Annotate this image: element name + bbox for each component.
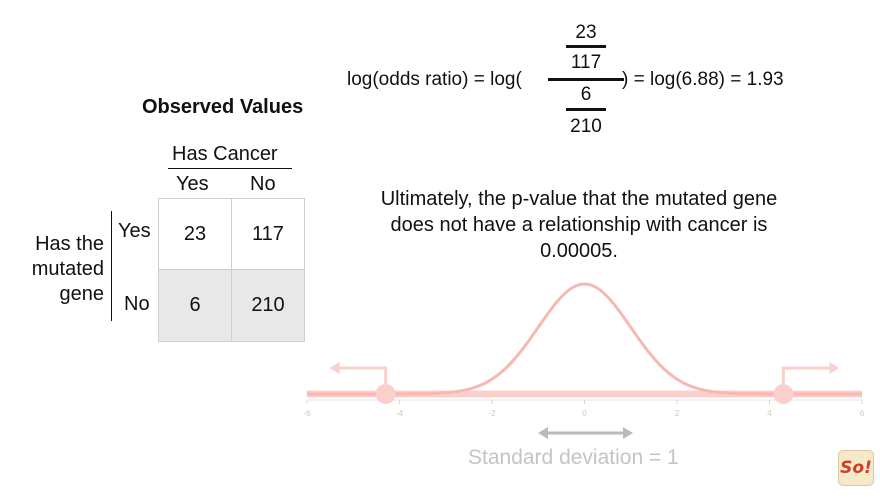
formula-rhs: ) = log(6.88) = 1.93 [622, 69, 784, 90]
formula-numerator-bar [566, 45, 606, 48]
table-vertical-divider [231, 199, 232, 341]
cell-yes-no: 117 [252, 223, 284, 245]
formula-main-bar [548, 78, 624, 81]
marked-point-left [375, 384, 396, 404]
row-group-label-line-1: Has the [35, 233, 104, 255]
marked-point-right [773, 384, 794, 404]
formula-denominator-bar [566, 108, 606, 111]
col-header-no: No [250, 173, 276, 195]
x-tick-label: -6 [303, 409, 311, 418]
cell-no-yes: 6 [189, 294, 201, 316]
formula-denominator-top: 6 [580, 84, 592, 105]
formula-lhs: log(odds ratio) = log( [347, 69, 522, 90]
sd-arrow-head-left [538, 427, 548, 439]
table-title: Observed Values [142, 96, 304, 118]
sd-arrow-head-right [623, 427, 633, 439]
row-group-label-line-3: gene [59, 283, 105, 305]
cell-yes-yes: 23 [183, 223, 207, 245]
x-tick-label: -4 [396, 409, 404, 418]
x-tick-label: 4 [767, 409, 772, 418]
tail-arrow-head-right [829, 362, 840, 374]
sd-arrow [538, 427, 633, 439]
normal-curve [307, 282, 862, 396]
formula-denominator-bottom: 210 [570, 116, 602, 137]
col-group-label: Has Cancer [172, 143, 278, 165]
sd-label: Standard deviation = 1 [468, 446, 679, 469]
row-header-no: No [124, 293, 150, 315]
table-horizontal-divider [159, 269, 304, 270]
tail-arrow-head-left [329, 362, 340, 374]
x-tick-label: 6 [860, 409, 865, 418]
tail-arrow-line-right [781, 366, 830, 384]
row-group-bracket [111, 211, 112, 321]
col-header-yes: Yes [176, 173, 209, 195]
x-tick-label: 2 [675, 409, 680, 418]
row-header-yes: Yes [118, 220, 151, 242]
row-group-label-line-2: mutated [31, 258, 104, 280]
cell-no-no: 210 [251, 294, 285, 316]
conclusion-text: Ultimately, the p-value that the mutated… [380, 188, 778, 262]
contingency-table: 23 117 6 210 [158, 198, 305, 342]
formula-numerator-top: 23 [575, 22, 597, 43]
tail-arrow-line-left [339, 366, 388, 384]
x-tick-label: -2 [488, 409, 496, 418]
col-group-underline [168, 168, 292, 169]
x-tick-label: 0 [582, 409, 587, 418]
formula-numerator-bottom: 117 [570, 52, 602, 73]
row-group-label: Has the mutated gene [18, 232, 104, 307]
logo-badge: So! [838, 450, 874, 486]
